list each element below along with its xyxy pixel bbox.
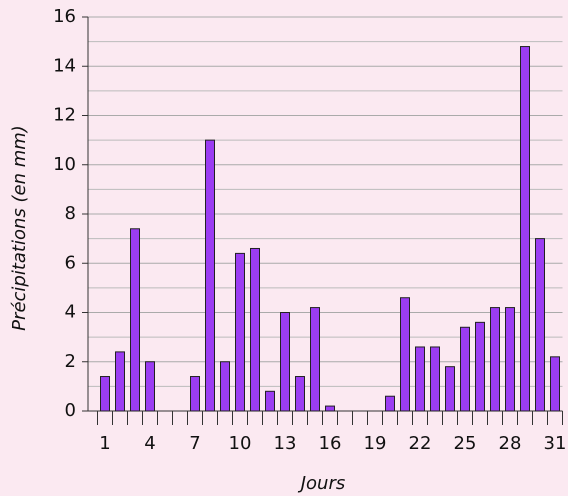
x-tick-label: 28 [499,433,522,454]
bar [250,247,260,412]
bar [190,376,200,412]
x-tick-label: 25 [454,433,477,454]
bar [535,238,545,412]
x-tick-label: 31 [544,433,567,454]
y-tick-label: 8 [65,203,76,224]
bar [430,346,440,412]
bar [520,46,530,412]
y-tick-label: 16 [53,6,76,27]
bar [325,405,335,412]
bar [115,351,125,412]
y-axis-title: Précipitations (en mm) [9,125,30,331]
x-tick-label: 19 [364,433,387,454]
bar [400,297,410,412]
x-tick-label: 13 [274,433,297,454]
x-tick-label: 16 [319,433,342,454]
y-tick-label: 6 [65,252,76,273]
y-tick-label: 10 [53,154,76,175]
bar [505,307,515,412]
y-tick-label: 14 [53,55,76,76]
bar [205,139,215,412]
y-tick-label: 0 [65,400,76,421]
bar [130,228,140,412]
bar [445,366,455,412]
y-tick-label: 4 [65,302,76,323]
bar [265,390,275,412]
bar [280,312,290,412]
bar [295,376,305,412]
bar [145,361,155,412]
bar [460,326,470,412]
bar [475,321,485,412]
y-tick-label: 2 [65,351,76,372]
bar [490,307,500,412]
bar [220,361,230,412]
x-tick-label: 10 [229,433,252,454]
bar [310,307,320,412]
x-tick-label: 1 [99,433,110,454]
x-tick-label: 7 [189,433,200,454]
bar [235,252,245,412]
x-axis-title: Jours [298,473,346,494]
bar [100,376,110,412]
bar [550,356,560,412]
y-tick-label: 12 [53,105,76,126]
x-tick-label: 22 [409,433,432,454]
bar [385,395,395,412]
bar [415,346,425,412]
x-tick-label: 4 [144,433,155,454]
